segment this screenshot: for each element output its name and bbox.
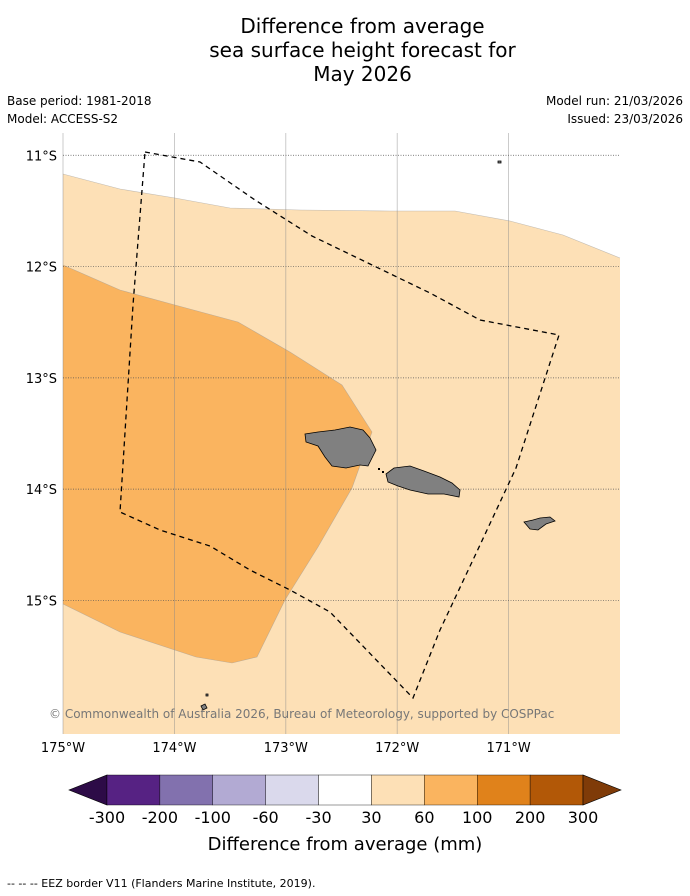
colorbar-segment [529, 774, 584, 806]
longitude-tick-label: 174°W [152, 741, 196, 756]
map-figure: © Commonwealth of Australia 2026, Bureau… [26, 133, 622, 855]
colorbar-title: Difference from average (mm) [208, 834, 483, 855]
latitude-tick-label: 15°S [26, 594, 57, 609]
eez-border [119, 151, 560, 700]
colorbar-segment [318, 774, 372, 806]
eez-footnote: -- -- -- EEZ border V11 (Flanders Marine… [7, 877, 316, 890]
model-run-label: Model run: 21/03/2026 [545, 94, 683, 108]
colorbar-segment [106, 774, 161, 806]
colorbar-segment [212, 774, 266, 806]
latitude-tick-label: 12°S [26, 261, 57, 276]
islands [200, 160, 556, 711]
colorbar-segment [371, 774, 425, 806]
colorbar-tick-label: 60 [414, 808, 434, 827]
issued-label: Issued: 23/03/2026 [567, 112, 683, 126]
island-savaii [304, 426, 377, 469]
colorbar-segment [159, 774, 213, 806]
colorbar-tick-label: -300 [89, 808, 125, 827]
chart-title: Difference from average sea surface heig… [0, 14, 690, 86]
colorbar-tick-label: -60 [253, 808, 279, 827]
longitude-tick-label: 173°W [264, 741, 308, 756]
model-label: Model: ACCESS-S2 [7, 112, 119, 126]
anomaly-region-60-100 [63, 265, 372, 663]
island-tutuila [523, 516, 556, 531]
region-outlines [62, 173, 621, 664]
colorbar-segment [477, 774, 531, 806]
latitude-tick-label: 11°S [26, 149, 57, 164]
manono-apolima-dots [378, 468, 384, 473]
island-upolu [385, 465, 461, 498]
colorbar-tick-label: 200 [515, 808, 546, 827]
latitude-tick-label: 14°S [26, 483, 57, 498]
longitude-tick-label: 175°W [41, 741, 85, 756]
map-panel: © Commonwealth of Australia 2026, Bureau… [49, 133, 621, 734]
colorbar-tick-label: -30 [305, 808, 331, 827]
island-small-south-1 [200, 703, 208, 711]
colorbar-segment [265, 774, 319, 806]
base-period-label: Base period: 1981-2018 [7, 94, 152, 108]
colorbar-tick-label: 100 [462, 808, 493, 827]
title-line-3: May 2026 [313, 62, 412, 86]
longitude-tick-label: 171°W [487, 741, 531, 756]
title-line-2: sea surface height forecast for [209, 38, 516, 62]
copyright-text: © Commonwealth of Australia 2026, Bureau… [49, 707, 554, 721]
colorbar-extend-high [582, 774, 622, 806]
island-rose-atoll [497, 160, 502, 164]
colorbar-tick-label: -100 [195, 808, 231, 827]
island-small-south-2 [205, 693, 209, 697]
colorbar-tick-label: 300 [568, 808, 599, 827]
latitude-tick-label: 13°S [26, 372, 57, 387]
colorbar [68, 774, 622, 806]
colorbar-segment [424, 774, 478, 806]
longitude-labels: 175°W 174°W 173°W 172°W 171°W [41, 741, 531, 756]
colorbar-tick-label: 30 [361, 808, 381, 827]
latitude-labels: 11°S 12°S 13°S 14°S 15°S [26, 149, 57, 609]
colorbar-tick-label: -200 [142, 808, 178, 827]
title-line-1: Difference from average [240, 14, 485, 38]
colorbar-extend-low [68, 774, 108, 806]
graticule [62, 133, 620, 734]
longitude-tick-label: 172°W [375, 741, 419, 756]
colorbar-labels: -300 -200 -100 -60 -30 30 60 100 200 300 [89, 808, 598, 827]
